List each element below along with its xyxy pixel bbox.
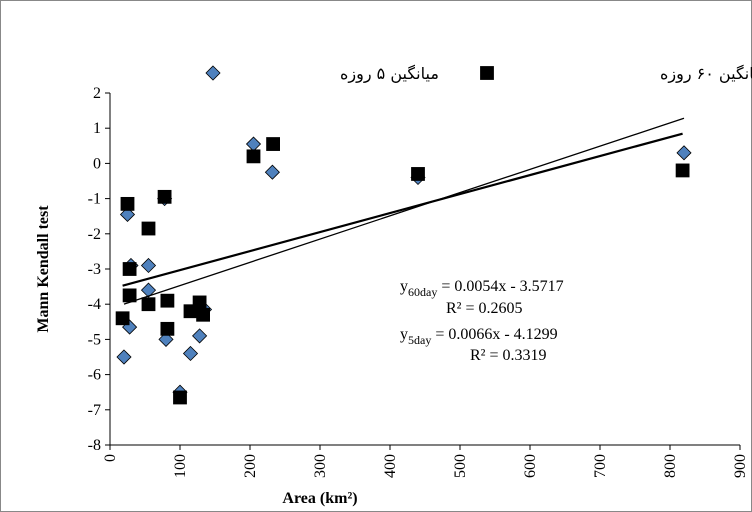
point [122,262,137,276]
x-tick-label: 300 [312,454,329,478]
y-tick-label: -2 [88,226,101,243]
annotation-subscript: 5day [408,333,431,347]
annotation: y60day = 0.0054x - 3.5717 [400,278,564,299]
legend-marker [205,65,221,81]
y-tick-label: 0 [93,155,101,172]
y-tick-label: 1 [93,120,101,137]
point [246,149,261,164]
point [119,206,136,223]
point [122,288,137,303]
annotation: y5day = 0.0066x - 4.1299 [400,326,558,347]
legend-item: میانگین ۵ روزه [205,64,439,84]
annotation: R² = 0.3319 [470,347,547,364]
point [182,345,199,362]
point [266,137,281,151]
x-tick-label: 900 [732,454,749,478]
legend-marker [480,66,494,80]
legend-item: میانگین ۶۰ روزه [480,64,752,84]
point [140,282,157,298]
y-tick-label: -7 [88,402,101,419]
point [173,390,187,405]
point [141,297,156,312]
point [115,311,130,326]
x-axis-label: Area (km²) [282,490,357,507]
legend-label: میانگین ۶۰ روزه [660,64,752,84]
y-tick-label: -3 [88,261,101,278]
point [160,293,175,308]
point [158,331,174,347]
point [141,221,156,236]
annotation-text: y [400,326,408,343]
point [140,257,157,274]
x-tick-label: 800 [662,454,679,478]
y-tick-label: 2 [93,85,101,102]
point [264,164,280,180]
point [157,189,172,204]
point [120,196,135,211]
y-tick-label: -6 [88,367,101,384]
y-tick-label: -1 [88,191,101,208]
point [675,163,690,178]
point [676,145,692,161]
point [196,307,211,322]
annotation-text: = 0.0066x - 4.1299 [431,326,557,343]
trendline [122,132,683,287]
x-tick-label: 600 [522,454,539,478]
legend-label: میانگین ۵ روزه [340,64,439,84]
trendline [123,117,685,305]
x-tick-label: 0 [102,454,119,462]
y-tick-label: -5 [88,331,101,348]
x-tick-label: 400 [382,454,399,478]
y-axis-label: Mann Kendall test [35,205,52,333]
point [411,167,425,181]
y-tick-label: -8 [88,437,101,454]
annotation-text: R² = 0.3319 [470,347,547,364]
y-tick-label: -4 [88,296,101,313]
annotation-subscript: 60day [408,285,437,299]
point [192,328,208,344]
point [192,295,207,310]
x-tick-label: 700 [592,454,609,478]
point [116,349,132,365]
annotation-text: y [400,278,408,295]
point [160,321,175,336]
x-tick-label: 200 [242,454,259,478]
x-tick-label: 500 [452,454,469,478]
x-tick-label: 100 [172,454,189,478]
annotation-text: = 0.0054x - 3.5717 [437,278,563,295]
annotation-text: R² = 0.2605 [446,300,523,317]
annotation: R² = 0.2605 [446,300,523,317]
